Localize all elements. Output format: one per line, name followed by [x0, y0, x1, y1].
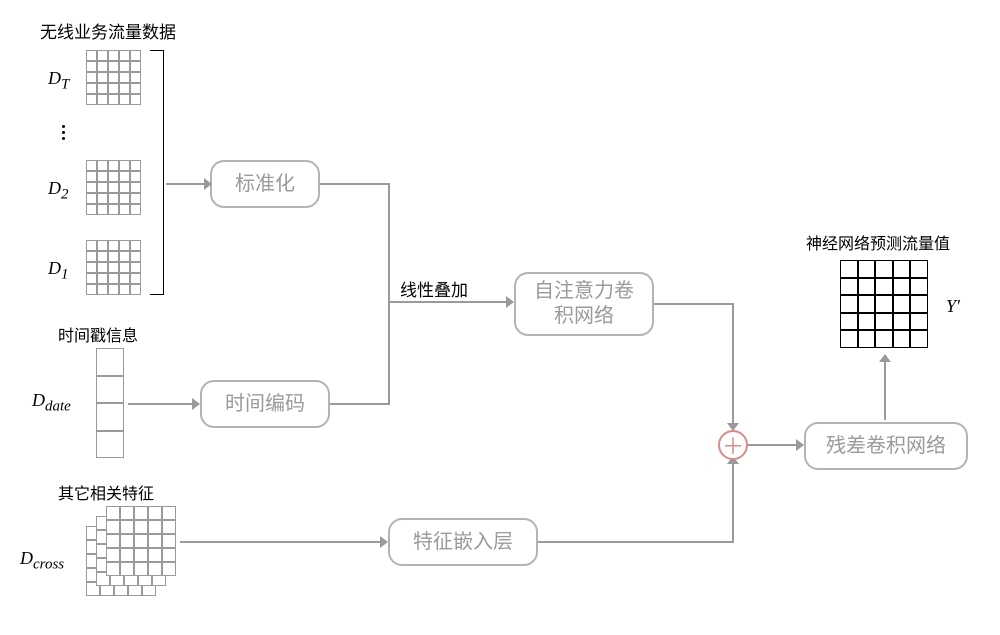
grid-DT: [86, 50, 141, 105]
bracket-traffic: [150, 50, 164, 295]
grid-D2: [86, 160, 141, 215]
grid-output: [840, 260, 928, 348]
arrowhead-plus-res: [796, 439, 804, 451]
line-embed-right: [538, 541, 734, 543]
ellipsis-dots: [62, 125, 65, 140]
line-time-up: [388, 301, 390, 405]
line-norm-down: [388, 183, 390, 303]
label-Dcross: Dcross: [20, 548, 64, 574]
box-normalize: 标准化: [210, 160, 320, 208]
line-time-right: [330, 403, 390, 405]
box-attn-conv: 自注意力卷 积网络: [514, 272, 654, 336]
arrowhead-res-up: [879, 354, 891, 362]
arrowhead-traffic-normalize: [204, 178, 212, 190]
attn-conv-line1: 自注意力卷: [534, 279, 634, 304]
box-time-encode: 时间编码: [200, 380, 330, 428]
box-res-conv: 残差卷积网络: [804, 422, 968, 470]
label-Yprime: Y′: [946, 296, 960, 317]
arrow-cross-embed: [180, 541, 382, 543]
plus-node: ＋: [718, 430, 748, 460]
arrowhead-cross-embed: [380, 536, 388, 548]
line-res-up: [884, 360, 886, 420]
arrowhead-date-encode: [192, 398, 200, 410]
line-junction-attn: [388, 301, 508, 303]
title-output: 神经网络预测流量值: [806, 230, 950, 254]
line-norm-right: [320, 183, 390, 185]
label-D1: D1: [48, 258, 69, 284]
label-Ddate: Ddate: [32, 390, 71, 416]
line-attn-down: [732, 303, 734, 425]
title-other-features: 其它相关特征: [58, 480, 154, 504]
line-attn-right: [654, 303, 734, 305]
arrow-date-encode: [128, 403, 194, 405]
label-D2: D2: [48, 178, 69, 204]
grid-D1: [86, 240, 141, 295]
arrowhead-junction-attn: [506, 296, 514, 308]
label-linear-sum: 线性叠加: [400, 276, 468, 301]
line-plus-res: [748, 444, 798, 446]
box-feature-embed: 特征嵌入层: [388, 518, 538, 566]
title-timestamp: 时间戳信息: [58, 322, 138, 346]
line-embed-up: [732, 462, 734, 543]
label-DT: DT: [48, 68, 69, 94]
attn-conv-line2: 积网络: [554, 304, 614, 329]
arrow-traffic-normalize: [166, 183, 206, 185]
grid-Ddate: [96, 348, 124, 458]
title-traffic-data: 无线业务流量数据: [40, 18, 176, 43]
